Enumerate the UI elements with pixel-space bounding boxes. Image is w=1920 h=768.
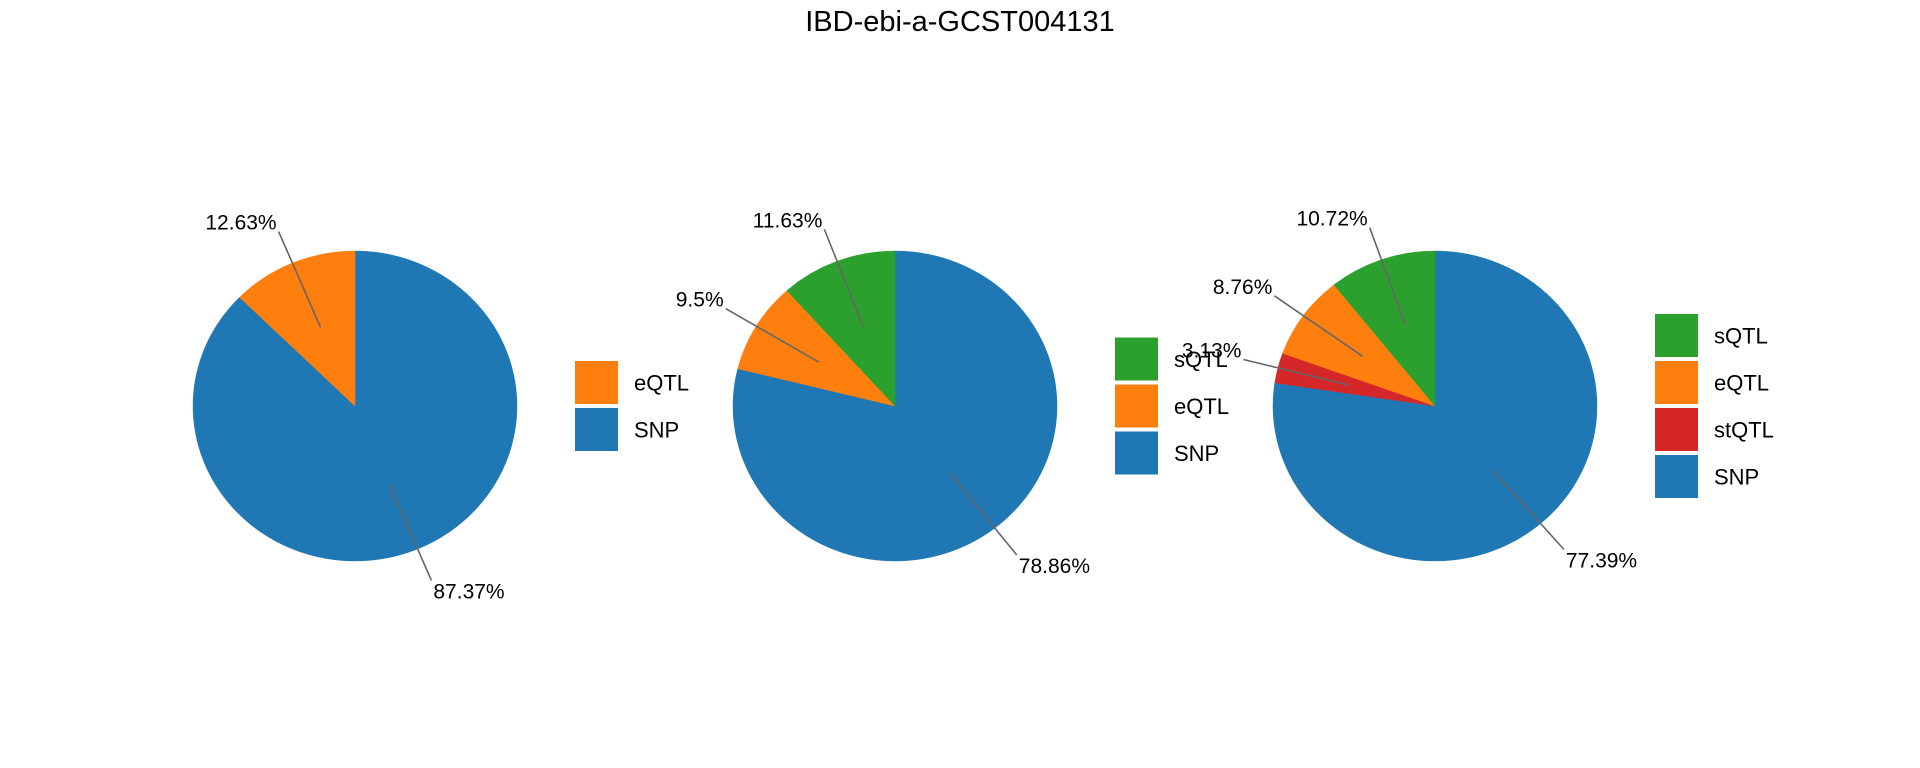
data-label-eqtl: 12.63% xyxy=(205,212,276,235)
legend-label-snp: SNP xyxy=(634,418,679,443)
leader-line-sqtl xyxy=(1368,227,1407,326)
legend-label-sqtl: sQTL xyxy=(1174,347,1228,372)
data-label-eqtl: 8.76% xyxy=(1213,276,1273,299)
data-label-eqtl: 9.5% xyxy=(676,289,724,312)
legend-label-stqtl: stQTL xyxy=(1714,418,1774,443)
legend-label-snp: SNP xyxy=(1714,465,1759,490)
leader-line-snp xyxy=(1492,470,1565,550)
leader-line-stqtl xyxy=(1243,358,1349,386)
leader-line-sqtl xyxy=(823,229,864,327)
data-label-sqtl: 11.63% xyxy=(753,209,823,232)
legend-3: sQTL eQTL stQTL SNP xyxy=(1655,314,1774,498)
data-label-sqtl: 10.72% xyxy=(1296,208,1367,231)
legend-swatch-eqtl xyxy=(575,361,618,404)
pie-chart-1: 87.37% 12.63% eQTL SNP xyxy=(192,212,689,603)
legend-swatch-snp xyxy=(575,408,618,451)
data-label-snp: 78.86% xyxy=(1019,555,1090,578)
leader-line-snp xyxy=(388,484,433,581)
legend-label-snp: SNP xyxy=(1174,441,1219,466)
legend-swatch-sqtl xyxy=(1115,337,1158,381)
legend-swatch-snp xyxy=(1655,455,1698,498)
chart-title: IBD-ebi-a-GCST004131 xyxy=(805,6,1114,38)
legend-swatch-eqtl xyxy=(1115,384,1158,428)
data-label-snp: 87.37% xyxy=(433,580,504,603)
legend-2: sQTL eQTL SNP xyxy=(1115,337,1229,475)
leader-line-eqtl xyxy=(1273,295,1364,357)
leader-line-snp xyxy=(949,472,1018,556)
legend-label-sqtl: sQTL xyxy=(1714,324,1768,349)
legend-swatch-stqtl xyxy=(1655,408,1698,451)
data-label-stqtl: 3.13% xyxy=(1182,339,1242,362)
legend-swatch-eqtl xyxy=(1655,361,1698,404)
leader-line-eqtl xyxy=(725,307,820,363)
pie-chart-3: 77.39% 3.13% 8.76% 10.72% sQTL eQTL stQTL SNP xyxy=(1182,208,1774,573)
pies-layer: 87.37% 12.63% eQTL SNP 78.86% 9.5% 11.63% sQTL e… xyxy=(192,208,1774,603)
legend-label-eqtl: eQTL xyxy=(1174,394,1229,419)
legend-swatch-sqtl xyxy=(1655,314,1698,357)
legend-1: eQTL SNP xyxy=(575,361,689,451)
leader-line-eqtl xyxy=(277,231,322,328)
legend-label-eqtl: eQTL xyxy=(1714,371,1769,396)
data-label-snp: 77.39% xyxy=(1566,549,1637,572)
pie-chart-2: 78.86% 9.5% 11.63% sQTL eQTL SNP xyxy=(676,209,1229,578)
legend-label-eqtl: eQTL xyxy=(634,371,689,396)
legend-swatch-snp xyxy=(1115,431,1158,475)
